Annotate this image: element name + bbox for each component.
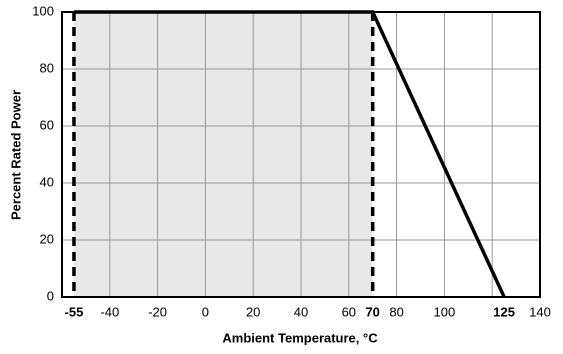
x-tick-label: -20 bbox=[148, 304, 167, 319]
y-tick-label: 60 bbox=[40, 117, 54, 132]
x-tick-label: 100 bbox=[434, 304, 456, 319]
derating-curve bbox=[73, 10, 506, 298]
y-tick-label: 40 bbox=[40, 174, 54, 189]
y-tick-label: 0 bbox=[47, 288, 54, 303]
x-tick-label-bold: -55 bbox=[65, 304, 84, 319]
x-tick-label: 80 bbox=[389, 304, 403, 319]
y-axis-title: Percent Rated Power bbox=[8, 90, 23, 220]
x-tick-label: 0 bbox=[202, 304, 209, 319]
shaded-region bbox=[73, 12, 373, 297]
x-tick-label: -40 bbox=[100, 304, 119, 319]
x-tick-label: 60 bbox=[342, 304, 356, 319]
x-tick-label-bold: 125 bbox=[493, 304, 515, 319]
x-tick-label-bold: 70 bbox=[365, 304, 379, 319]
x-tick-label: 40 bbox=[294, 304, 308, 319]
x-tick-label: 140 bbox=[529, 304, 551, 319]
y-tick-label: 20 bbox=[40, 231, 54, 246]
y-tick-label: 100 bbox=[32, 3, 54, 18]
x-axis-title: Ambient Temperature, °C bbox=[222, 330, 378, 345]
y-tick-label: 80 bbox=[40, 60, 54, 75]
x-tick-label: 20 bbox=[246, 304, 260, 319]
